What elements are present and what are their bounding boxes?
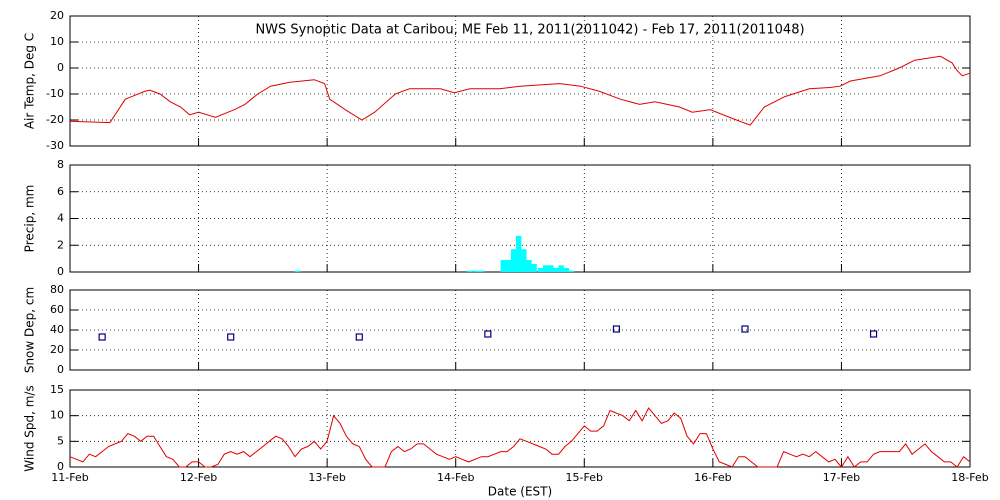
x-tick-label: 14-Feb [437, 471, 474, 484]
y-tick-label: -10 [46, 87, 64, 100]
bar [563, 267, 569, 272]
y-tick-label: 10 [50, 35, 64, 48]
y-tick-label: 60 [50, 303, 64, 316]
bar [548, 265, 554, 272]
line [69, 407, 971, 468]
y-tick-label: -20 [46, 113, 64, 126]
bar [553, 267, 559, 272]
y-axis-label: Air Temp, Deg C [23, 33, 37, 129]
bar [505, 259, 512, 272]
y-tick-label: 20 [50, 9, 64, 22]
chart-title: NWS Synoptic Data at Caribou, ME Feb 11,… [255, 23, 804, 38]
x-tick-label: 18-Feb [951, 471, 988, 484]
bar [521, 249, 527, 272]
bar [467, 270, 473, 272]
y-tick-label: 6 [57, 185, 64, 198]
bar [510, 249, 517, 272]
y-tick-label: 20 [50, 343, 64, 356]
x-tick-label: 13-Feb [308, 471, 345, 484]
plot-frame [69, 389, 971, 468]
point [741, 325, 749, 333]
x-tick-label: 11-Feb [51, 471, 88, 484]
y-tick-label: 0 [57, 363, 64, 376]
bar [473, 270, 479, 272]
y-tick-label: 10 [50, 409, 64, 422]
point [227, 333, 235, 341]
x-tick-label: 15-Feb [566, 471, 603, 484]
point [869, 330, 878, 338]
bar [500, 259, 506, 272]
point [98, 333, 106, 341]
y-tick-label: -30 [46, 139, 64, 152]
x-axis-label: Date (EST) [488, 485, 552, 499]
y-axis-label: Wind Spd, m/s [23, 385, 37, 471]
point [612, 325, 621, 333]
bar [294, 270, 301, 272]
bar [526, 259, 532, 272]
bar [543, 265, 549, 272]
y-tick-label: 15 [50, 383, 64, 396]
y-tick-label: 0 [57, 61, 64, 74]
y-tick-label: 5 [57, 434, 64, 447]
bar [478, 270, 485, 272]
y-tick-label: 0 [57, 460, 64, 473]
x-tick-label: 17-Feb [823, 471, 860, 484]
y-tick-label: 0 [57, 265, 64, 278]
bar [531, 263, 537, 272]
y-tick-label: 80 [50, 283, 64, 296]
y-axis-label: Snow Dep, cm [23, 287, 37, 373]
x-tick-label: 12-Feb [180, 471, 217, 484]
y-tick-label: 40 [50, 323, 64, 336]
point [484, 330, 492, 338]
bar [537, 267, 544, 272]
bar [516, 235, 522, 272]
y-tick-label: 4 [57, 212, 64, 225]
y-axis-label: Precip, mm [23, 185, 37, 253]
bar [568, 270, 575, 272]
x-tick-label: 16-Feb [694, 471, 731, 484]
point [355, 333, 363, 341]
y-tick-label: 8 [57, 158, 64, 171]
y-tick-label: 2 [57, 238, 64, 251]
bar [558, 265, 564, 272]
line [69, 55, 971, 126]
